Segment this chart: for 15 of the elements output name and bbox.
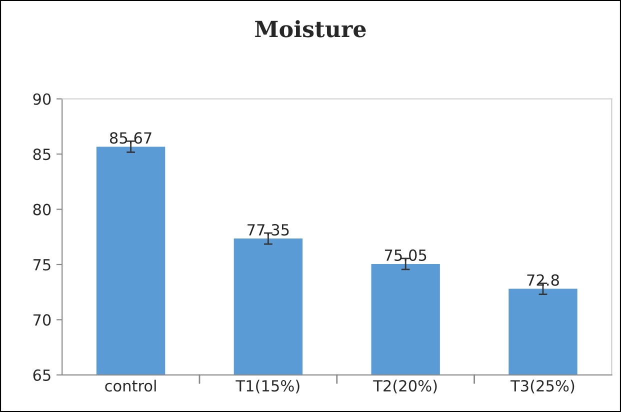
x-tick-label: T1(15%)	[236, 380, 300, 394]
x-tick-label: T2(20%)	[373, 380, 437, 394]
y-tick-label: 90	[33, 93, 51, 105]
x-tick-label: T3(25%)	[510, 380, 574, 394]
data-label: 75.05	[384, 249, 426, 261]
data-label: 77.35	[248, 224, 289, 236]
chart-title: Moisture	[255, 20, 366, 38]
x-tick-label: control	[105, 380, 156, 392]
y-tick-label: 80	[33, 204, 51, 216]
data-label: 72.8	[527, 274, 559, 286]
y-tick-label: 85	[33, 148, 50, 160]
data-label: 85.67	[110, 132, 152, 144]
y-tick-label: 70	[33, 314, 51, 326]
y-tick-label: 65	[33, 369, 50, 381]
y-tick-label: 75	[33, 259, 50, 271]
